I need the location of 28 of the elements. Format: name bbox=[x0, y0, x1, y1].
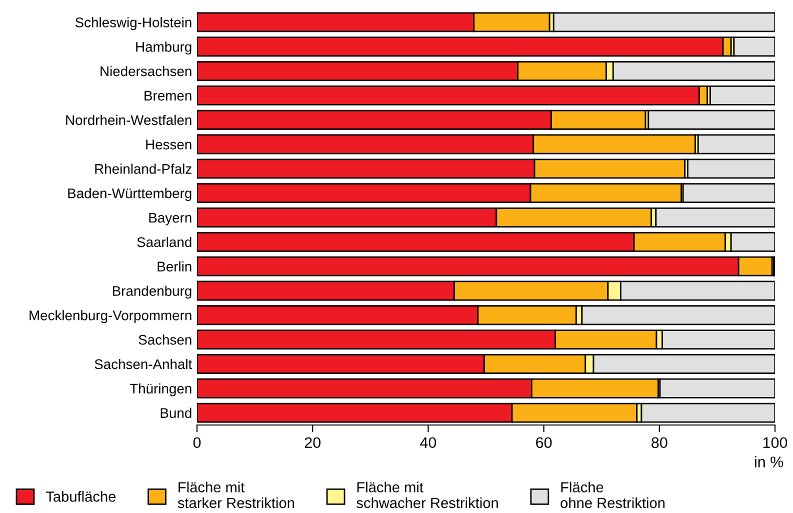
legend-label: Fläche mit starker Restriktion bbox=[178, 482, 294, 508]
y-tick-label: Saarland bbox=[137, 236, 192, 248]
y-tick-label: Hamburg bbox=[136, 42, 192, 55]
y-tick-label: Rheinland-Pfalz bbox=[95, 164, 192, 174]
y-tick-label: Nordrhein-Westfalen bbox=[66, 114, 192, 126]
x-tick-label: 80 bbox=[652, 437, 668, 448]
y-tick-label: Schleswig-Holstein bbox=[75, 17, 192, 30]
y-tick-label: Niedersachsen bbox=[100, 66, 192, 76]
y-tick-label: Mecklenburg-Vorpommern bbox=[30, 310, 192, 324]
y-tick-label: Bund bbox=[160, 408, 192, 418]
y-tick-label: Bayern bbox=[149, 212, 192, 226]
y-tick-label: Brandenburg bbox=[112, 286, 192, 299]
x-tick-label: 20 bbox=[304, 437, 320, 448]
legend-label: Tabufläche bbox=[46, 491, 116, 502]
y-tick-label: Sachsen-Anhalt bbox=[94, 358, 192, 370]
y-tick-label: Bremen bbox=[144, 90, 192, 101]
legend-label: Fläche mit schwacher Restriktion bbox=[356, 482, 498, 508]
x-tick-label: 40 bbox=[420, 437, 436, 448]
x-axis-title: in % bbox=[754, 456, 784, 468]
y-tick-label: Berlin bbox=[158, 261, 192, 272]
y-tick-label: Baden-Württemberg bbox=[68, 188, 192, 202]
x-tick-label: 0 bbox=[193, 437, 201, 448]
y-tick-label: Sachsen bbox=[138, 334, 192, 345]
y-tick-label: Thüringen bbox=[130, 383, 192, 396]
x-tick-label: 60 bbox=[536, 437, 552, 448]
x-tick-label: 100 bbox=[763, 437, 788, 448]
y-tick-label: Hessen bbox=[146, 140, 192, 150]
legend-label: Fläche ohne Restriktion bbox=[560, 482, 665, 508]
